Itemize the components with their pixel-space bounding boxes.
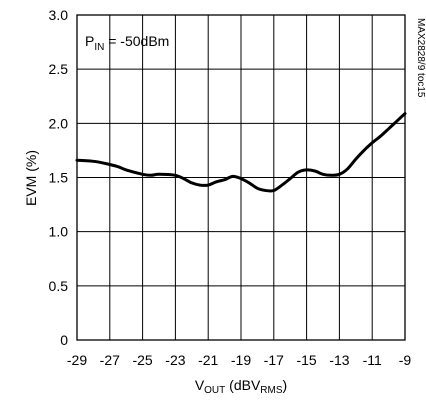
pin-annotation-main: P (85, 33, 94, 49)
y-tick-label: 2.0 (49, 115, 69, 131)
x-tick-label: -11 (363, 352, 382, 368)
y-tick-label: 1.0 (49, 224, 69, 240)
figure-id: MAX2828/9 toc15 (415, 18, 426, 98)
plot-frame (76, 14, 406, 341)
x-axis-label-end: ) (283, 377, 288, 393)
y-tick-label: 3.0 (49, 7, 69, 23)
x-tick-label: -15 (296, 352, 316, 368)
x-tick-label: -25 (132, 352, 152, 368)
evm-curve (75, 112, 407, 193)
x-tick-labels: -29 -27 -25 -23 -21 -19 -17 -15 -13 -11 -9 (67, 352, 412, 368)
x-tick-label: -21 (198, 352, 218, 368)
x-tick-label: -13 (329, 352, 349, 368)
x-tick-label: -29 (67, 352, 87, 368)
pin-annotation-sub: IN (94, 42, 104, 53)
x-tick-label: -27 (100, 352, 120, 368)
x-tick-label: -9 (399, 352, 412, 368)
y-tick-labels: 0 0.5 1.0 1.5 2.0 2.5 3.0 (49, 7, 69, 348)
x-axis-label-main: V (195, 377, 205, 393)
x-axis-label: VOUT (dBVRMS) (195, 377, 287, 396)
y-axis-label: EVM (%) (23, 150, 39, 206)
y-tick-label: 1.5 (49, 170, 69, 186)
pin-annotation: PIN = -50dBm (85, 33, 169, 53)
x-axis-label-sub2: RMS (260, 385, 283, 396)
y-tick-label: 2.5 (49, 61, 69, 77)
x-axis-label-sub1: OUT (204, 385, 225, 396)
pin-annotation-rest: = -50dBm (104, 33, 169, 49)
y-tick-label: 0.5 (49, 278, 69, 294)
x-tick-label: -23 (165, 352, 185, 368)
y-tick-label: 0 (60, 332, 68, 348)
x-tick-label: -19 (231, 352, 251, 368)
x-tick-label: -17 (264, 352, 284, 368)
x-axis-label-mid: (dBV (225, 377, 261, 393)
